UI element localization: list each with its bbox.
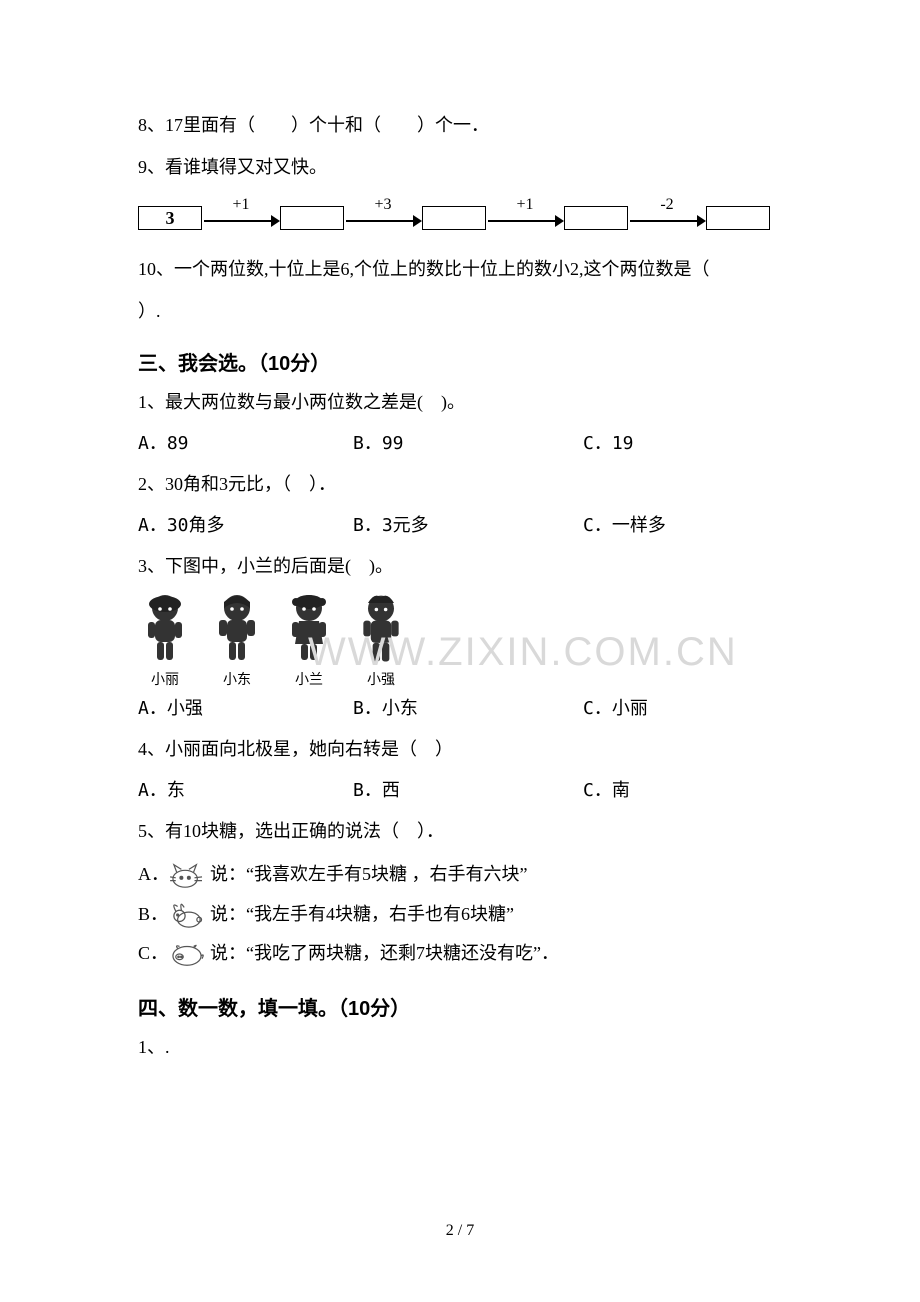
opt-b: B．3元多 bbox=[353, 508, 583, 544]
s3-q1-opts: A．89 B．99 C．19 bbox=[138, 426, 778, 462]
s3-q2-stem: 2、30角和3元比，（ ）． bbox=[138, 466, 778, 502]
opt-b: B．小东 bbox=[353, 691, 583, 727]
arrow-4: -2 bbox=[628, 206, 706, 230]
flow-box-3 bbox=[564, 206, 628, 230]
arrow-2: +3 bbox=[344, 206, 422, 230]
s4-item1: 1、. bbox=[138, 1029, 778, 1065]
opt-a: A．小强 bbox=[138, 691, 353, 727]
opt-c: C．小丽 bbox=[583, 691, 648, 727]
opt-text: 说：“我左手有4块糖，右手也有6块糖” bbox=[210, 895, 514, 935]
q10-l1: 10、一个两位数,十位上是6,个位上的数比十位上的数小2,这个两位数是（ bbox=[138, 251, 778, 287]
opt-a: A．东 bbox=[138, 773, 353, 809]
flow-box-1 bbox=[280, 206, 344, 230]
opt-tag: A． bbox=[138, 855, 166, 895]
s3-q4-opts: A．东 B．西 C．南 bbox=[138, 773, 778, 809]
op-label: +1 bbox=[486, 196, 564, 214]
q8-text: 8、17里面有（ ）个十和（ ）个一． bbox=[138, 107, 778, 143]
child-xiaodong: 小东 bbox=[210, 590, 264, 689]
s3-q5-stem: 5、有10块糖，选出正确的说法（ ）． bbox=[138, 813, 778, 849]
opt-tag: B． bbox=[138, 895, 166, 935]
child-xiaolan: 小兰 bbox=[282, 590, 336, 689]
s3-q3-opts: A．小强 B．小东 C．小丽 bbox=[138, 691, 778, 727]
flow-box-start: 3 bbox=[138, 206, 202, 230]
q9-flow: 3 +1 +3 +1 -2 bbox=[138, 195, 778, 241]
page-number: 2 / 7 bbox=[0, 1222, 920, 1240]
arrow-3: +1 bbox=[486, 206, 564, 230]
child-xiaoli: 小丽 bbox=[138, 590, 192, 689]
opt-text: 说：“我喜欢左手有5块糖 ，右手有六块” bbox=[210, 855, 527, 895]
opt-b: B．西 bbox=[353, 773, 583, 809]
op-label: -2 bbox=[628, 196, 706, 214]
opt-c: C．一样多 bbox=[583, 508, 666, 544]
opt-tag: C． bbox=[138, 934, 166, 974]
rabbit-icon bbox=[168, 899, 206, 929]
s3-q2-opts: A．30角多 B．3元多 C．一样多 bbox=[138, 508, 778, 544]
pig-icon bbox=[168, 939, 206, 969]
s3-q5-b: B． 说：“我左手有4块糖，右手也有6块糖” bbox=[138, 895, 778, 935]
s3-q1-stem: 1、最大两位数与最小两位数之差是( )。 bbox=[138, 384, 778, 420]
opt-c: C．南 bbox=[583, 773, 630, 809]
opt-c: C．19 bbox=[583, 426, 634, 462]
children-row: WWW.ZIXIN.COM.CN 小丽 小东 小兰 小强 bbox=[138, 590, 778, 689]
opt-text: 说：“我吃了两块糖，还剩7块糖还没有吃”． bbox=[210, 934, 559, 974]
s3-q5-c: C． 说：“我吃了两块糖，还剩7块糖还没有吃”． bbox=[138, 934, 778, 974]
child-label: 小兰 bbox=[295, 669, 323, 689]
cat-icon bbox=[168, 860, 206, 890]
arrow-1: +1 bbox=[202, 206, 280, 230]
opt-b: B．99 bbox=[353, 426, 583, 462]
op-label: +1 bbox=[202, 196, 280, 214]
opt-a: A．30角多 bbox=[138, 508, 353, 544]
child-label: 小强 bbox=[367, 669, 395, 689]
flow-box-2 bbox=[422, 206, 486, 230]
flow-box-4 bbox=[706, 206, 770, 230]
child-label: 小东 bbox=[223, 669, 251, 689]
op-label: +3 bbox=[344, 196, 422, 214]
s3-q3-stem: 3、下图中，小兰的后面是( )。 bbox=[138, 548, 778, 584]
s3-q5-a: A． 说：“我喜欢左手有5块糖 ，右手有六块” bbox=[138, 855, 778, 895]
q9-prompt: 9、看谁填得又对又快。 bbox=[138, 149, 778, 185]
child-xiaoqiang: 小强 bbox=[354, 590, 408, 689]
q10-l2: ）. bbox=[138, 293, 778, 329]
child-label: 小丽 bbox=[151, 669, 179, 689]
s3-q4-stem: 4、小丽面向北极星，她向右转是（ ） bbox=[138, 731, 778, 767]
section4-heading: 四、数一数，填一填。（10分） bbox=[138, 992, 778, 1021]
opt-a: A．89 bbox=[138, 426, 353, 462]
section3-heading: 三、我会选。（10分） bbox=[138, 347, 778, 376]
